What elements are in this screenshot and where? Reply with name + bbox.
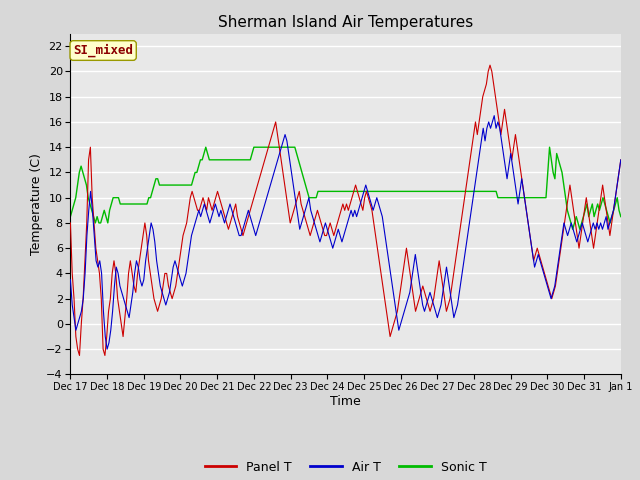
Sonic T xyxy=(202,144,210,150)
Sonic T xyxy=(241,157,249,163)
Panel T xyxy=(617,157,625,163)
Air T xyxy=(308,214,316,219)
Air T xyxy=(67,277,74,283)
Air T xyxy=(503,176,511,181)
Sonic T xyxy=(617,214,625,219)
Air T xyxy=(445,277,452,283)
Line: Sonic T: Sonic T xyxy=(70,147,621,229)
Line: Panel T: Panel T xyxy=(70,65,621,356)
Legend: Panel T, Air T, Sonic T: Panel T, Air T, Sonic T xyxy=(200,456,492,479)
Panel T xyxy=(486,62,494,68)
Panel T xyxy=(492,94,499,99)
Title: Sherman Island Air Temperatures: Sherman Island Air Temperatures xyxy=(218,15,473,30)
Text: SI_mixed: SI_mixed xyxy=(73,44,133,57)
Panel T xyxy=(194,207,202,213)
Sonic T xyxy=(67,214,74,219)
Line: Air T: Air T xyxy=(70,116,621,349)
Air T xyxy=(103,346,111,352)
Sonic T xyxy=(330,189,338,194)
Panel T xyxy=(121,315,129,321)
Air T xyxy=(617,157,625,163)
Air T xyxy=(490,113,498,119)
Panel T xyxy=(263,151,271,156)
Panel T xyxy=(67,220,74,226)
Panel T xyxy=(466,157,474,163)
Air T xyxy=(580,227,588,232)
Sonic T xyxy=(574,220,582,226)
Panel T xyxy=(539,264,547,270)
Sonic T xyxy=(218,157,226,163)
Air T xyxy=(291,189,298,194)
Air T xyxy=(534,252,542,257)
Y-axis label: Temperature (C): Temperature (C) xyxy=(31,153,44,255)
Sonic T xyxy=(129,201,136,207)
Sonic T xyxy=(307,195,315,201)
Panel T xyxy=(76,353,83,359)
Sonic T xyxy=(569,227,577,232)
X-axis label: Time: Time xyxy=(330,395,361,408)
